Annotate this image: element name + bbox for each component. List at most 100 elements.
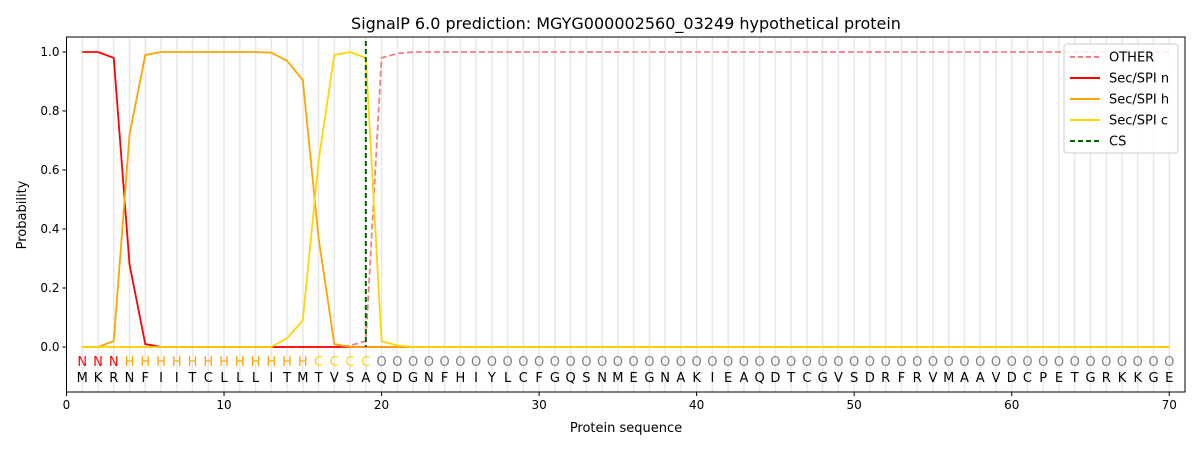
region-label: C (361, 355, 370, 370)
y-axis-label: Probability (15, 180, 30, 249)
region-label: O (959, 355, 969, 370)
region-label: O (660, 355, 670, 370)
region-label: N (109, 355, 119, 370)
legend-label: Sec/SPI c (1109, 114, 1168, 129)
region-label: O (1101, 355, 1111, 370)
region-label: H (140, 355, 150, 370)
region-label: N (93, 355, 103, 370)
legend-box (1063, 43, 1179, 154)
region-label: O (802, 355, 812, 370)
region-label: O (613, 355, 623, 370)
region-label: C (314, 355, 323, 370)
region-label: O (487, 355, 497, 370)
region-label: O (786, 355, 796, 370)
region-label: O (1164, 355, 1174, 370)
region-label: O (723, 355, 733, 370)
y-tick-label: 1.0 (40, 45, 59, 59)
series-line-sec-spi-h (82, 51, 1170, 348)
region-label: O (1070, 355, 1080, 370)
region-label: O (455, 355, 465, 370)
region-label: O (392, 355, 402, 370)
region-label: O (502, 355, 512, 370)
series-line-other (82, 51, 1170, 348)
region-label: O (644, 355, 654, 370)
region-label: C (346, 355, 355, 370)
region-label: O (424, 355, 434, 370)
region-label: C (330, 355, 339, 370)
region-label: O (1148, 355, 1158, 370)
region-label: O (376, 355, 386, 370)
protein-sequence: MKRNFIITCLLLITMTVSAQDGNFHIYLCFGQSNMEGNAK… (77, 371, 1174, 386)
region-label: H (298, 355, 308, 370)
region-label: O (739, 355, 749, 370)
x-tick-label: 70 (1162, 398, 1177, 412)
region-label: O (755, 355, 765, 370)
legend-label: Sec/SPI n (1109, 72, 1169, 87)
region-label: O (818, 355, 828, 370)
region-label: O (534, 355, 544, 370)
region-label: O (975, 355, 985, 370)
y-tick-label: 0.8 (40, 104, 59, 118)
legend-label: Sec/SPI h (1109, 93, 1169, 108)
region-label: O (439, 355, 449, 370)
legend-label: CS (1109, 135, 1126, 150)
region-label: O (471, 355, 481, 370)
x-tick-label: 0 (63, 398, 71, 412)
y-tick-label: 0.4 (40, 222, 59, 236)
region-label: O (881, 355, 891, 370)
axes-frame (66, 36, 1186, 393)
region-label: O (1022, 355, 1032, 370)
region-label: O (1038, 355, 1048, 370)
x-tick-label: 20 (374, 398, 389, 412)
region-label: O (1117, 355, 1127, 370)
region-label: H (125, 355, 135, 370)
region-label: O (676, 355, 686, 370)
region-label: O (550, 355, 560, 370)
region-label: H (219, 355, 229, 370)
region-label: O (1054, 355, 1064, 370)
chart-title: SignalP 6.0 prediction: MGYG000002560_03… (351, 14, 901, 34)
region-label: O (597, 355, 607, 370)
region-label: O (991, 355, 1001, 370)
region-label: H (156, 355, 166, 370)
legend-label: OTHER (1109, 51, 1154, 66)
region-label: O (629, 355, 639, 370)
x-tick-label: 60 (1004, 398, 1019, 412)
region-label: O (896, 355, 906, 370)
region-label: O (944, 355, 954, 370)
region-label: O (1007, 355, 1017, 370)
y-tick-label: 0.0 (40, 340, 59, 354)
region-label: O (865, 355, 875, 370)
x-axis-label: Protein sequence (570, 421, 682, 436)
x-tick-label: 40 (689, 398, 704, 412)
region-label: O (692, 355, 702, 370)
region-label: O (518, 355, 528, 370)
y-tick-label: 0.6 (40, 163, 59, 177)
region-label: O (581, 355, 591, 370)
series-line-sec-spi-c (82, 51, 1170, 348)
region-label: O (408, 355, 418, 370)
region-label: O (565, 355, 575, 370)
region-label: O (833, 355, 843, 370)
region-label: N (77, 355, 87, 370)
region-label: O (1133, 355, 1143, 370)
region-label: O (770, 355, 780, 370)
region-label: O (912, 355, 922, 370)
region-label: O (1085, 355, 1095, 370)
region-label: O (849, 355, 859, 370)
region-label: H (172, 355, 182, 370)
y-tick-label: 0.2 (40, 281, 59, 295)
region-label: H (235, 355, 245, 370)
region-label: H (282, 355, 292, 370)
region-label: O (928, 355, 938, 370)
x-tick-label: 10 (216, 398, 231, 412)
legend: OTHER Sec/SPI n Sec/SPI h Sec/SPI c CS (1063, 43, 1179, 154)
x-tick-label: 50 (847, 398, 862, 412)
region-label: H (188, 355, 198, 370)
region-label: H (266, 355, 276, 370)
x-tick-label: 30 (531, 398, 546, 412)
region-label: O (707, 355, 717, 370)
series-line-sec-spi-n (82, 51, 1170, 348)
